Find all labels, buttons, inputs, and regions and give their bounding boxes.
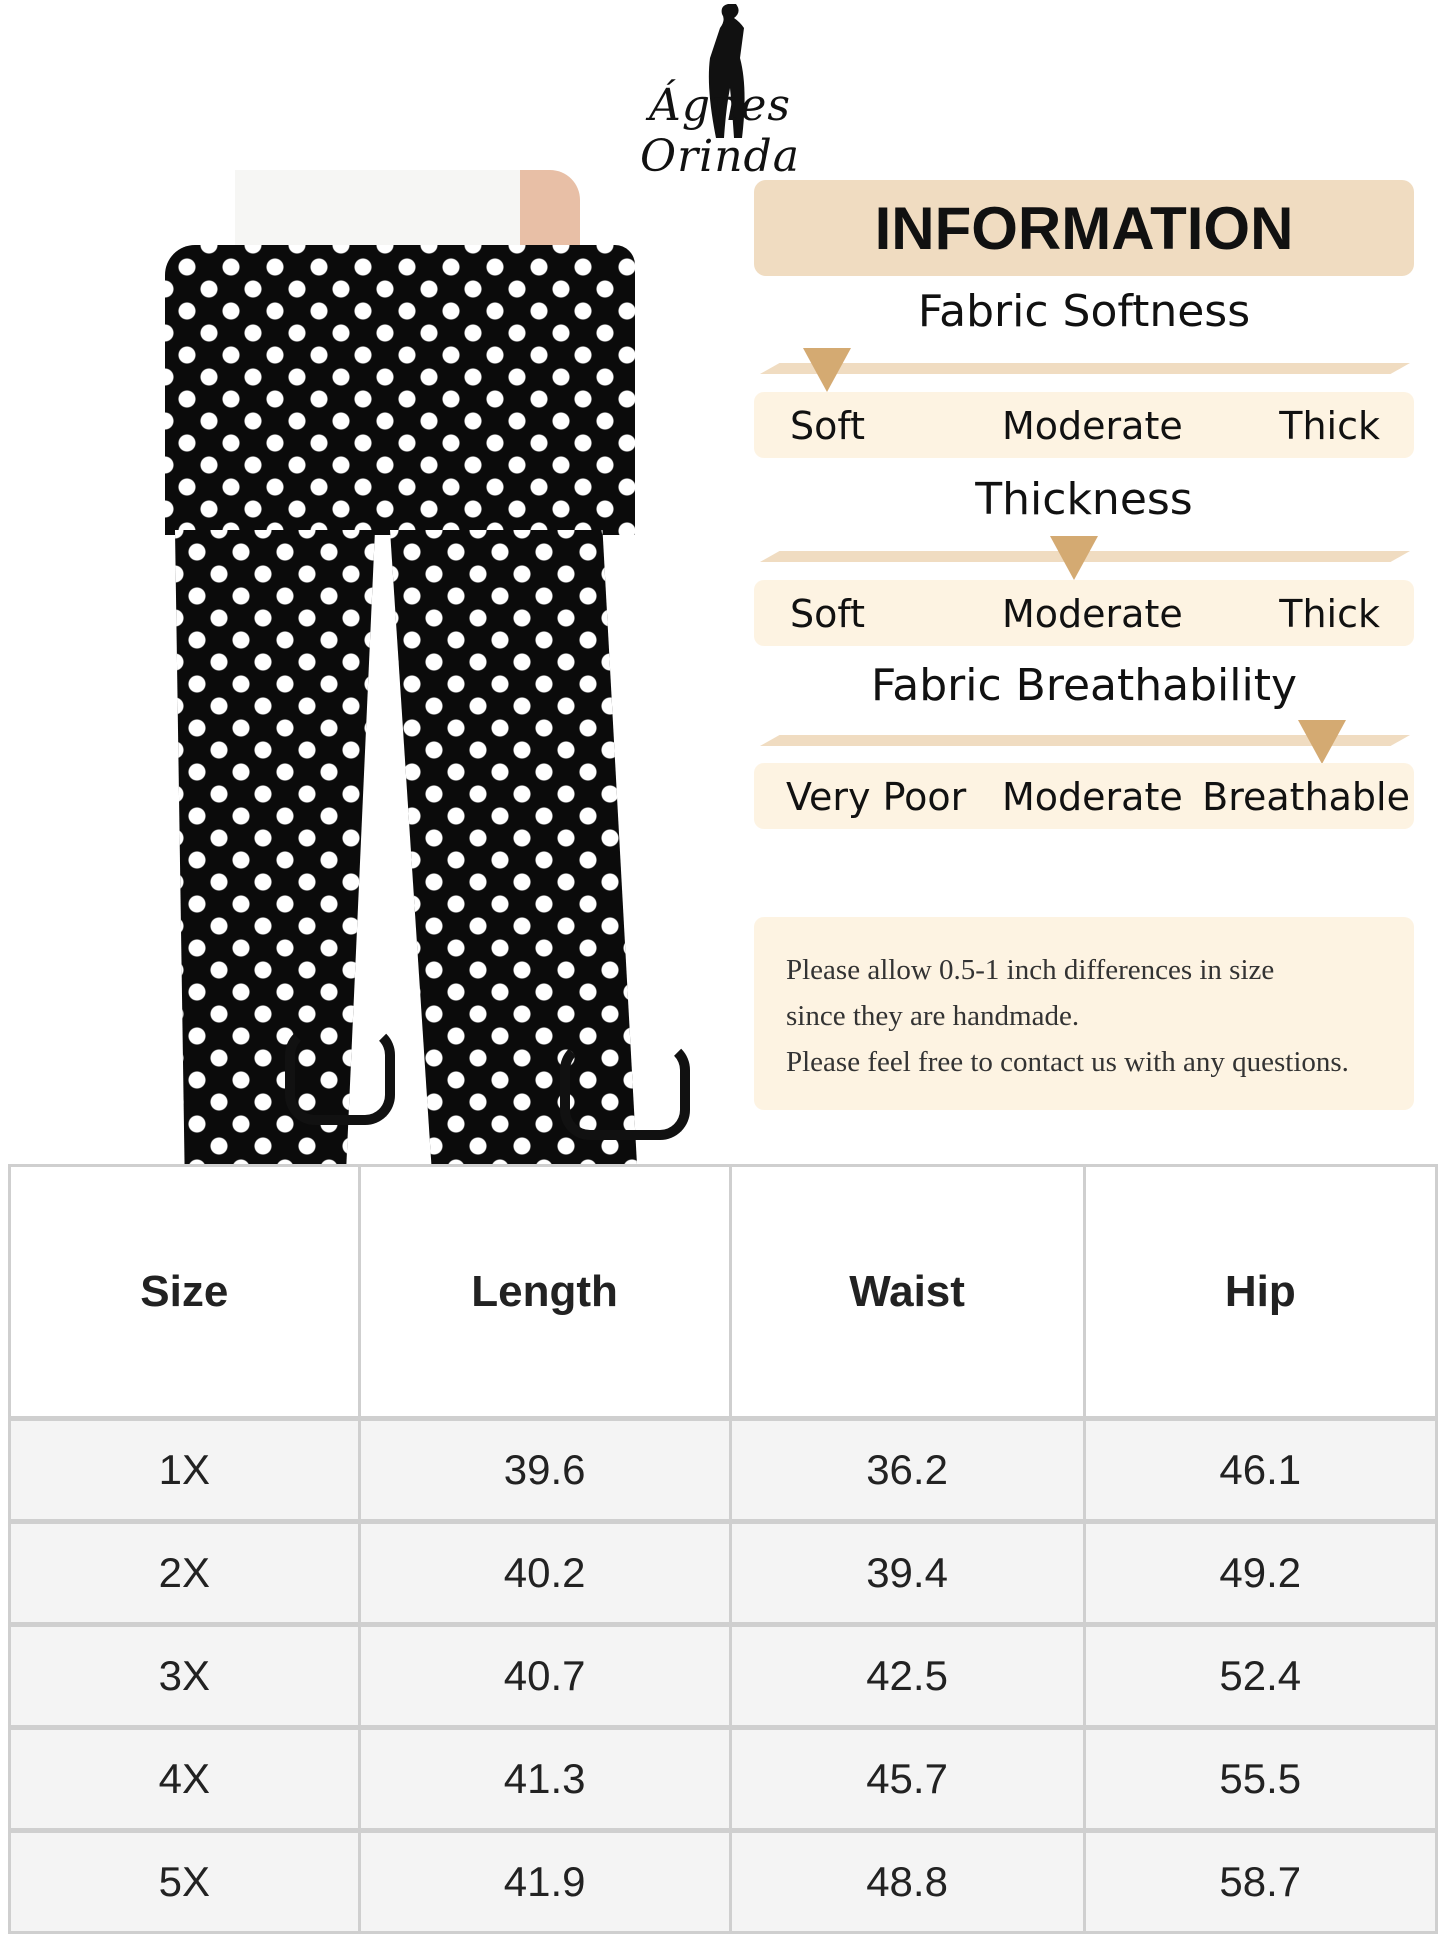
information-header: INFORMATION <box>754 180 1414 276</box>
size-note: Please allow 0.5-1 inch differences in s… <box>754 917 1414 1110</box>
pants-waist <box>165 245 635 535</box>
column-header-size: Size <box>8 1164 361 1420</box>
cell-size: 5X <box>8 1828 361 1934</box>
cell-size: 1X <box>8 1416 361 1523</box>
cell-waist: 36.2 <box>728 1416 1086 1523</box>
table-row: 5X 41.9 48.8 58.7 <box>8 1828 1439 1934</box>
column-header-waist: Waist <box>728 1164 1086 1420</box>
note-line: Please allow 0.5-1 inch differences in s… <box>786 954 1275 986</box>
cell-hip: 58.7 <box>1082 1828 1439 1934</box>
metric-title: Fabric Breathability <box>871 660 1297 711</box>
cell-waist: 42.5 <box>728 1622 1086 1729</box>
cell-hip: 52.4 <box>1082 1622 1439 1729</box>
scale-bar <box>760 363 1410 374</box>
cell-waist: 39.4 <box>728 1519 1086 1626</box>
metric-title: Fabric Softness <box>917 286 1251 337</box>
scale-labels: Very Poor Moderate Breathable <box>754 763 1414 829</box>
cell-hip: 49.2 <box>1082 1519 1439 1626</box>
table-row: 2X 40.2 39.4 49.2 <box>8 1519 1439 1626</box>
scale-label-low: Soft <box>790 404 865 448</box>
cell-length: 40.2 <box>357 1519 732 1626</box>
scale-labels: Soft Moderate Thick <box>754 580 1414 646</box>
scale-label-low: Very Poor <box>786 775 967 819</box>
note-line: Please feel free to contact us with any … <box>786 1046 1349 1078</box>
level-marker-icon <box>803 348 851 392</box>
scale-label-mid: Moderate <box>1002 592 1183 636</box>
logo-silhouette-icon <box>708 4 745 138</box>
table-row: 4X 41.3 45.7 55.5 <box>8 1725 1439 1832</box>
cell-length: 39.6 <box>357 1416 732 1523</box>
pants-left-leg <box>175 530 375 1195</box>
level-marker-icon <box>1050 536 1098 580</box>
logo-text-left: Ágnes <box>649 80 791 131</box>
brand-logo: Ágnes Orinda <box>540 0 900 182</box>
cell-size: 3X <box>8 1622 361 1729</box>
scale-label-mid: Moderate <box>1002 404 1183 448</box>
scale-label-high: Thick <box>1279 404 1380 448</box>
cell-size: 4X <box>8 1725 361 1832</box>
column-header-length: Length <box>357 1164 732 1420</box>
cell-length: 41.3 <box>357 1725 732 1832</box>
cell-size: 2X <box>8 1519 361 1626</box>
cell-length: 40.7 <box>357 1622 732 1729</box>
cell-waist: 48.8 <box>728 1828 1086 1934</box>
scale-label-low: Soft <box>790 592 865 636</box>
table-header-row: Size Length Waist Hip <box>8 1164 1439 1420</box>
logo-text-right: Orinda <box>640 131 800 182</box>
cell-length: 41.9 <box>357 1828 732 1934</box>
scale-label-high: Breathable <box>1202 775 1410 819</box>
product-photo <box>165 170 695 1220</box>
scale-label-mid: Moderate <box>1002 775 1183 819</box>
pants-right-leg <box>390 530 640 1220</box>
table-row: 3X 40.7 42.5 52.4 <box>8 1622 1439 1729</box>
cell-waist: 45.7 <box>728 1725 1086 1832</box>
scale-label-high: Thick <box>1279 592 1380 636</box>
note-line: since they are handmade. <box>786 1000 1080 1032</box>
scale-bar <box>760 735 1410 746</box>
right-shoe <box>560 1040 690 1140</box>
size-chart-table: Size Length Waist Hip 1X 39.6 36.2 46.1 … <box>8 1164 1439 1934</box>
level-marker-icon <box>1298 720 1346 764</box>
cell-hip: 46.1 <box>1082 1416 1439 1523</box>
column-header-hip: Hip <box>1082 1164 1439 1420</box>
metric-title: Thickness <box>975 474 1193 525</box>
table-row: 1X 39.6 36.2 46.1 <box>8 1416 1439 1523</box>
cell-hip: 55.5 <box>1082 1725 1439 1832</box>
scale-labels: Soft Moderate Thick <box>754 392 1414 458</box>
left-shoe <box>285 1025 395 1125</box>
